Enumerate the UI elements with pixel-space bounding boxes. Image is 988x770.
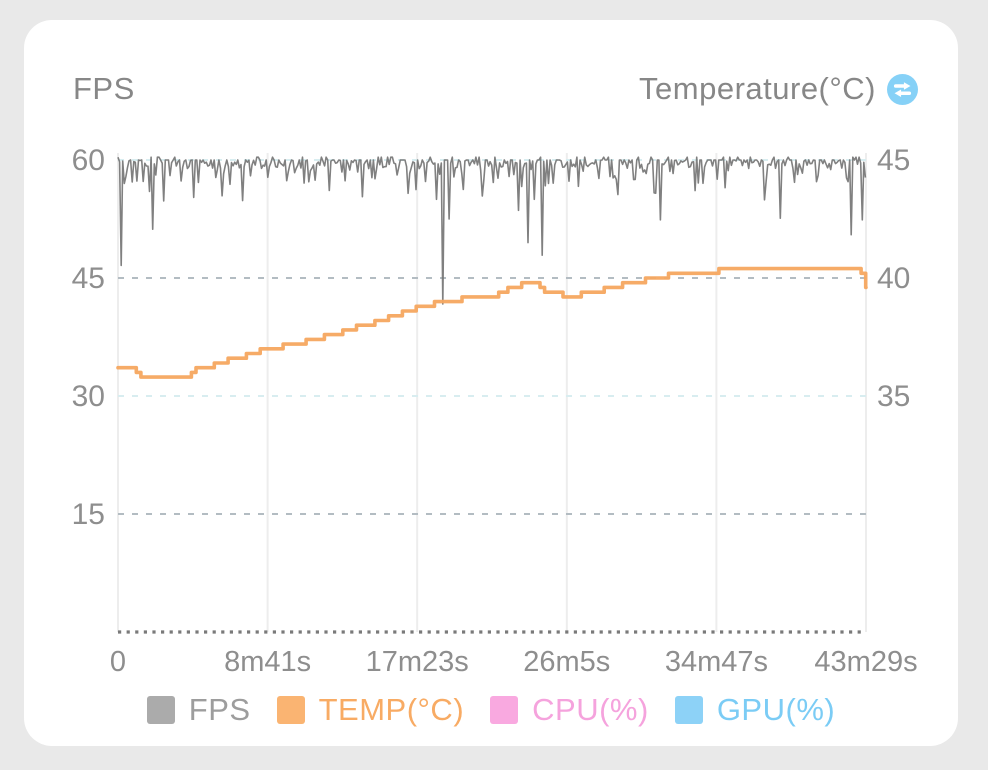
- right-axis-tick-40: 40: [877, 262, 910, 295]
- legend-label-gpu: GPU(%): [716, 692, 836, 727]
- legend-label-fps: FPS: [188, 692, 251, 727]
- left-axis-tick-45: 45: [72, 262, 105, 295]
- x-axis-tick-26m5s: 26m5s: [523, 646, 610, 678]
- right-axis-tick-45: 45: [877, 144, 910, 177]
- x-axis-tick-34m47s: 34m47s: [665, 646, 768, 678]
- legend-item-gpu[interactable]: GPU(%): [674, 692, 836, 728]
- x-axis-tick-8m41s: 8m41s: [224, 646, 311, 678]
- left-axis-tick-15: 15: [72, 498, 105, 531]
- legend-label-cpu: CPU(%): [532, 692, 649, 727]
- fps-line: [117, 156, 867, 305]
- legend-item-cpu[interactable]: CPU(%): [490, 692, 649, 728]
- left-axis-tick-60: 60: [72, 144, 105, 177]
- left-axis-title: FPS: [73, 71, 135, 106]
- legend-swatch-fps: [146, 696, 175, 724]
- x-axis-tick-0: 0: [110, 646, 126, 678]
- temp-line: [116, 266, 868, 379]
- legend-item-temp[interactable]: TEMP(°C): [276, 692, 465, 728]
- chart-header: FPS Temperature(°C): [73, 68, 918, 110]
- legend-swatch-gpu: [674, 696, 703, 724]
- left-axis-tick-30: 30: [72, 380, 105, 413]
- right-axis-tick-35: 35: [877, 380, 910, 413]
- chart-card: FPS Temperature(°C) 60 45 30 15 45 40 35 0 8m41s…: [24, 20, 958, 746]
- x-axis-tick-43m29s: 43m29s: [814, 646, 917, 678]
- right-axis-title-group: Temperature(°C): [639, 71, 918, 107]
- swap-axis-icon[interactable]: [887, 73, 918, 105]
- swap-horizontal-icon: [887, 73, 918, 105]
- legend-swatch-cpu: [490, 696, 519, 724]
- legend-item-fps[interactable]: FPS: [146, 692, 251, 728]
- x-axis-tick-17m23s: 17m23s: [366, 646, 469, 678]
- performance-chart: 60 45 30 15 45 40 35 0 8m41s 17m23s 26m5s 34m47s 43m…: [72, 144, 918, 678]
- right-axis-title: Temperature(°C): [639, 71, 876, 106]
- chart-legend: FPS TEMP(°C) CPU(%) GPU(%): [24, 692, 958, 728]
- legend-label-temp: TEMP(°C): [318, 692, 465, 727]
- legend-swatch-temp: [276, 696, 305, 724]
